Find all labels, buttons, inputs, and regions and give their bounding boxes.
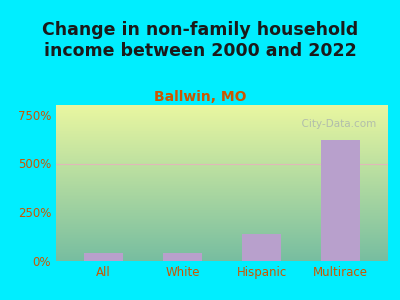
Bar [84, 253, 123, 261]
Bar [321, 140, 360, 261]
Bar [242, 234, 281, 261]
Text: City-Data.com: City-Data.com [295, 119, 376, 129]
Bar [163, 253, 202, 261]
Text: Change in non-family household
income between 2000 and 2022: Change in non-family household income be… [42, 21, 358, 61]
Text: Ballwin, MO: Ballwin, MO [154, 90, 246, 104]
